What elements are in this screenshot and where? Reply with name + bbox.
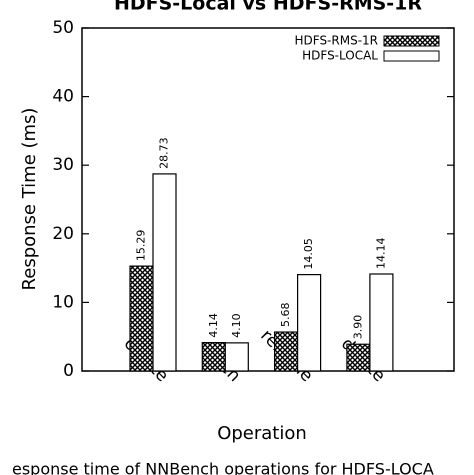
value-label: 5.68 [279,303,292,328]
bar [152,173,177,372]
legend-swatch [383,35,440,47]
value-label: 4.14 [207,313,220,338]
bar [369,273,394,372]
y-tick-label: 50 [52,18,74,38]
bar [129,265,154,372]
y-tick-label: 20 [52,224,74,244]
y-tick-label: 10 [52,292,74,312]
plot-frame [81,27,455,372]
value-label: 4.10 [230,313,243,338]
y-tick-label: 30 [52,155,74,175]
y-tick-label: 40 [52,87,74,107]
x-axis-label: Operation [217,423,307,444]
bar [201,341,226,372]
bar [224,342,249,372]
value-label: 14.05 [302,238,315,270]
bar [297,274,322,372]
chart-title: HDFS-Local vs HDFS-RMS-1R [114,0,422,15]
value-label: 14.14 [374,237,387,269]
y-tick-label: 0 [63,361,74,381]
bar [274,331,299,372]
caption: esponse time of NNBench operations for H… [12,460,434,475]
value-label: 3.90 [351,315,364,340]
value-label: 28.73 [158,137,171,169]
legend-swatch [383,50,440,62]
y-axis-label: Response Time (ms) [19,108,40,291]
legend-label: HDFS-RMS-1R [294,34,378,48]
bar [346,343,371,372]
legend-label: HDFS-LOCAL [302,49,378,63]
value-label: 15.29 [135,230,148,262]
